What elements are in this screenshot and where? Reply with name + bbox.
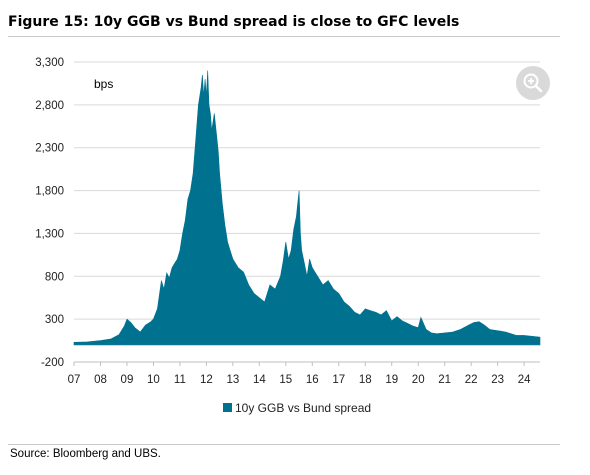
x-tick-label: 13	[226, 374, 239, 386]
y-tick-label: 2,800	[35, 100, 64, 112]
zoom-in-button[interactable]	[516, 66, 550, 100]
x-tick-label: 24	[518, 374, 531, 386]
y-axis-labels: -200 300 800 1,300 1,800 2,300 2,800 3,300	[35, 57, 64, 369]
spread-area-chart: -200 300 800 1,300 1,800 2,300 2,800 3,300 07 08…	[35, 57, 541, 415]
x-tick-label: 20	[412, 374, 425, 386]
x-axis-labels: 07 08 09 10 11 12 13 14 15 16 17 18 19 20 21 22 23 24	[68, 374, 532, 386]
x-tick-label: 19	[385, 374, 398, 386]
legend: 10y GGB vs Bund spread	[223, 401, 371, 415]
x-tick-label: 18	[359, 374, 372, 386]
zoom-in-icon	[523, 73, 543, 93]
x-tick-label: 07	[68, 374, 81, 386]
y-tick-label: 300	[45, 314, 64, 326]
source-note: Source: Bloomberg and UBS.	[10, 448, 161, 460]
x-tick-label: 11	[174, 374, 186, 386]
title-divider	[8, 36, 560, 37]
y-axis-unit-label: bps	[94, 77, 113, 91]
source-divider	[8, 444, 560, 445]
y-tick-label: 1,800	[35, 186, 64, 198]
x-tick-label: 08	[94, 374, 107, 386]
x-axis-ticks	[73, 362, 525, 366]
x-tick-label: 15	[279, 374, 292, 386]
legend-label: 10y GGB vs Bund spread	[235, 401, 371, 415]
x-tick-label: 09	[121, 374, 134, 386]
y-tick-label: -200	[41, 357, 64, 369]
x-tick-label: 16	[306, 374, 319, 386]
x-tick-label: 21	[438, 374, 451, 386]
y-tick-label: 800	[45, 271, 64, 283]
x-tick-label: 12	[200, 374, 213, 386]
y-tick-label: 1,300	[35, 228, 64, 240]
y-tick-label: 2,300	[35, 143, 64, 155]
legend-swatch	[223, 403, 232, 412]
x-tick-label: 10	[147, 374, 160, 386]
x-tick-label: 22	[465, 374, 478, 386]
y-tick-label: 3,300	[35, 57, 64, 69]
x-tick-label: 14	[253, 374, 266, 386]
x-tick-label: 17	[332, 374, 345, 386]
x-tick-label: 23	[491, 374, 504, 386]
series-area-ggb-bund-spread	[73, 70, 541, 346]
figure-title: Figure 15: 10y GGB vs Bund spread is clo…	[8, 14, 460, 30]
